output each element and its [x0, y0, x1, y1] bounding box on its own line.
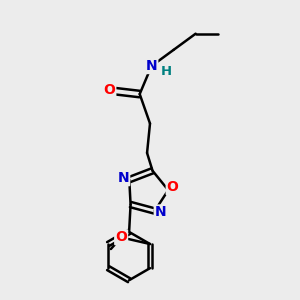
Text: O: O [103, 82, 115, 97]
Text: H: H [161, 65, 172, 78]
Text: N: N [146, 59, 157, 73]
Text: N: N [155, 206, 167, 220]
Text: N: N [118, 171, 129, 185]
Text: O: O [167, 180, 178, 194]
Text: O: O [115, 230, 127, 244]
